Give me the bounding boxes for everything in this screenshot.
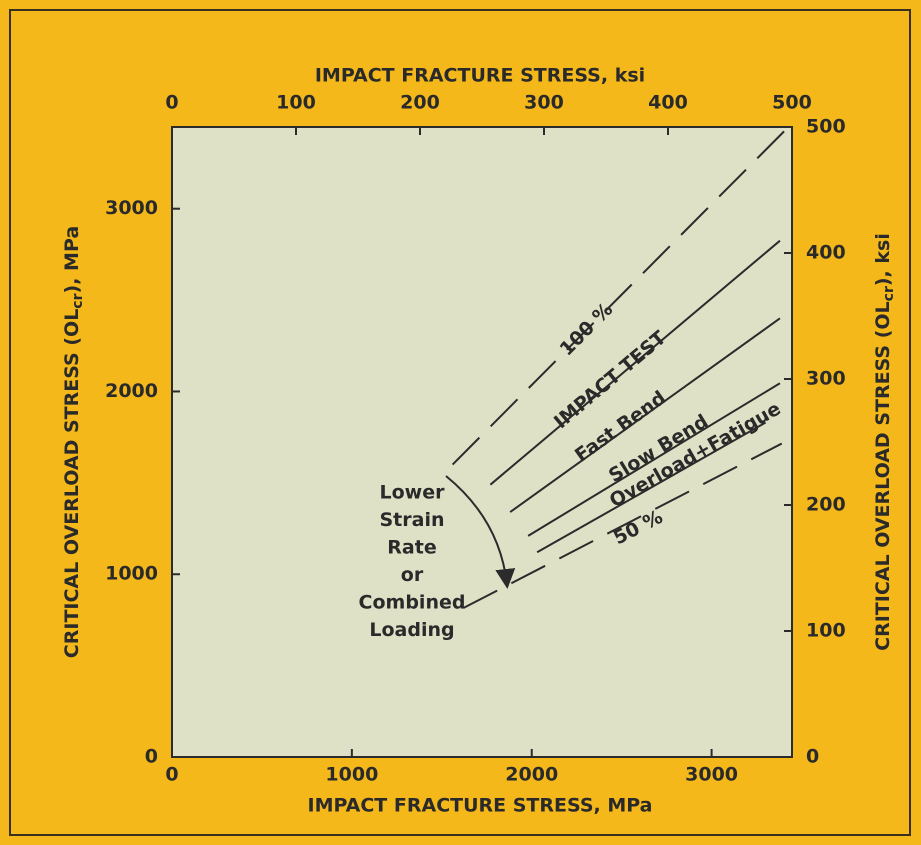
y2-axis-label-part: CRITICAL OVERLOAD STRESS (OL	[872, 301, 894, 651]
y-tick-label: 1000	[105, 563, 158, 585]
annotation: Loading	[369, 619, 454, 641]
series-line	[489, 239, 781, 486]
y-axis-label-part: CRITICAL OVERLOAD STRESS (OL	[61, 309, 83, 659]
x-tick-label: 0	[165, 764, 178, 786]
x2-tick-label: 400	[648, 92, 688, 114]
x-tick-label: 3000	[685, 764, 738, 786]
x2-tick-label: 0	[165, 92, 178, 114]
y2-axis-label: CRITICAL OVERLOAD STRESS (OLcr), ksi	[872, 233, 898, 651]
frame	[9, 9, 911, 836]
annotation: Lower	[380, 482, 446, 504]
x-tick-label: 2000	[505, 764, 558, 786]
y-tick-label: 0	[145, 746, 158, 768]
series-line	[451, 129, 787, 466]
annotation: or	[401, 564, 424, 586]
x2-tick-label: 100	[276, 92, 316, 114]
y-tick-label: 2000	[105, 380, 158, 402]
y-axis-label-part: ), MPa	[61, 226, 83, 294]
x-axis-label: IMPACT FRACTURE STRESS, MPa	[308, 795, 653, 817]
plot-area	[171, 126, 793, 758]
x2-axis-label: IMPACT FRACTURE STRESS, ksi	[315, 65, 645, 87]
y2-tick-label: 0	[806, 746, 819, 768]
series-line	[536, 421, 767, 554]
annotation: Combined	[359, 592, 466, 614]
y2-tick-label: 100	[806, 620, 846, 642]
y2-tick-label: 500	[806, 116, 846, 138]
series-line	[462, 442, 783, 609]
annotation: Strain	[380, 509, 445, 531]
y-axis-label-sub: cr	[70, 293, 86, 308]
y-tick-label: 3000	[105, 197, 158, 219]
annotation: Rate	[387, 537, 436, 559]
x2-tick-label: 500	[772, 92, 812, 114]
y2-tick-label: 400	[806, 242, 846, 264]
x-tick-label: 1000	[325, 764, 378, 786]
y-axis-label: CRITICAL OVERLOAD STRESS (OLcr), MPa	[61, 226, 87, 658]
x2-tick-label: 300	[524, 92, 564, 114]
annotation-arrow	[445, 475, 516, 589]
y2-tick-label: 300	[806, 368, 846, 390]
series-line	[509, 317, 781, 513]
series-line	[527, 382, 781, 537]
y2-axis-label-sub: cr	[881, 286, 897, 301]
y2-tick-label: 200	[806, 494, 846, 516]
x2-tick-label: 200	[400, 92, 440, 114]
y2-axis-label-part: ), ksi	[872, 233, 894, 286]
